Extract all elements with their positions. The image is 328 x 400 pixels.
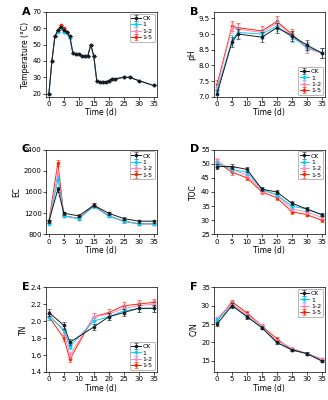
Y-axis label: pH: pH <box>187 49 196 60</box>
X-axis label: Time (d): Time (d) <box>85 108 117 118</box>
Text: B: B <box>190 7 198 17</box>
Text: F: F <box>190 282 197 292</box>
Y-axis label: TN: TN <box>19 324 28 335</box>
X-axis label: Time (d): Time (d) <box>85 384 117 392</box>
Legend: CK, 1, 1-2, 1-5: CK, 1, 1-2, 1-5 <box>130 14 155 42</box>
X-axis label: Time (d): Time (d) <box>254 246 285 255</box>
Y-axis label: Temperature (°C): Temperature (°C) <box>21 21 30 88</box>
Legend: CK, 1, 1-2, 1-5: CK, 1, 1-2, 1-5 <box>298 152 323 180</box>
Legend: CK, 1, 1-2, 1-5: CK, 1, 1-2, 1-5 <box>130 152 155 180</box>
Text: C: C <box>22 144 30 154</box>
X-axis label: Time (d): Time (d) <box>254 108 285 118</box>
X-axis label: Time (d): Time (d) <box>254 384 285 392</box>
Legend: CK, 1, 1-2, 1-5: CK, 1, 1-2, 1-5 <box>130 342 155 370</box>
Y-axis label: EC: EC <box>12 187 21 197</box>
X-axis label: Time (d): Time (d) <box>85 246 117 255</box>
Legend: CK, 1, 1-2, 1-5: CK, 1, 1-2, 1-5 <box>298 289 323 317</box>
Y-axis label: TOC: TOC <box>189 184 198 200</box>
Legend: CK, 1, 1-2, 1-5: CK, 1, 1-2, 1-5 <box>298 67 323 95</box>
Y-axis label: C/N: C/N <box>189 323 198 336</box>
Text: E: E <box>22 282 29 292</box>
Text: D: D <box>190 144 199 154</box>
Text: A: A <box>22 7 30 17</box>
